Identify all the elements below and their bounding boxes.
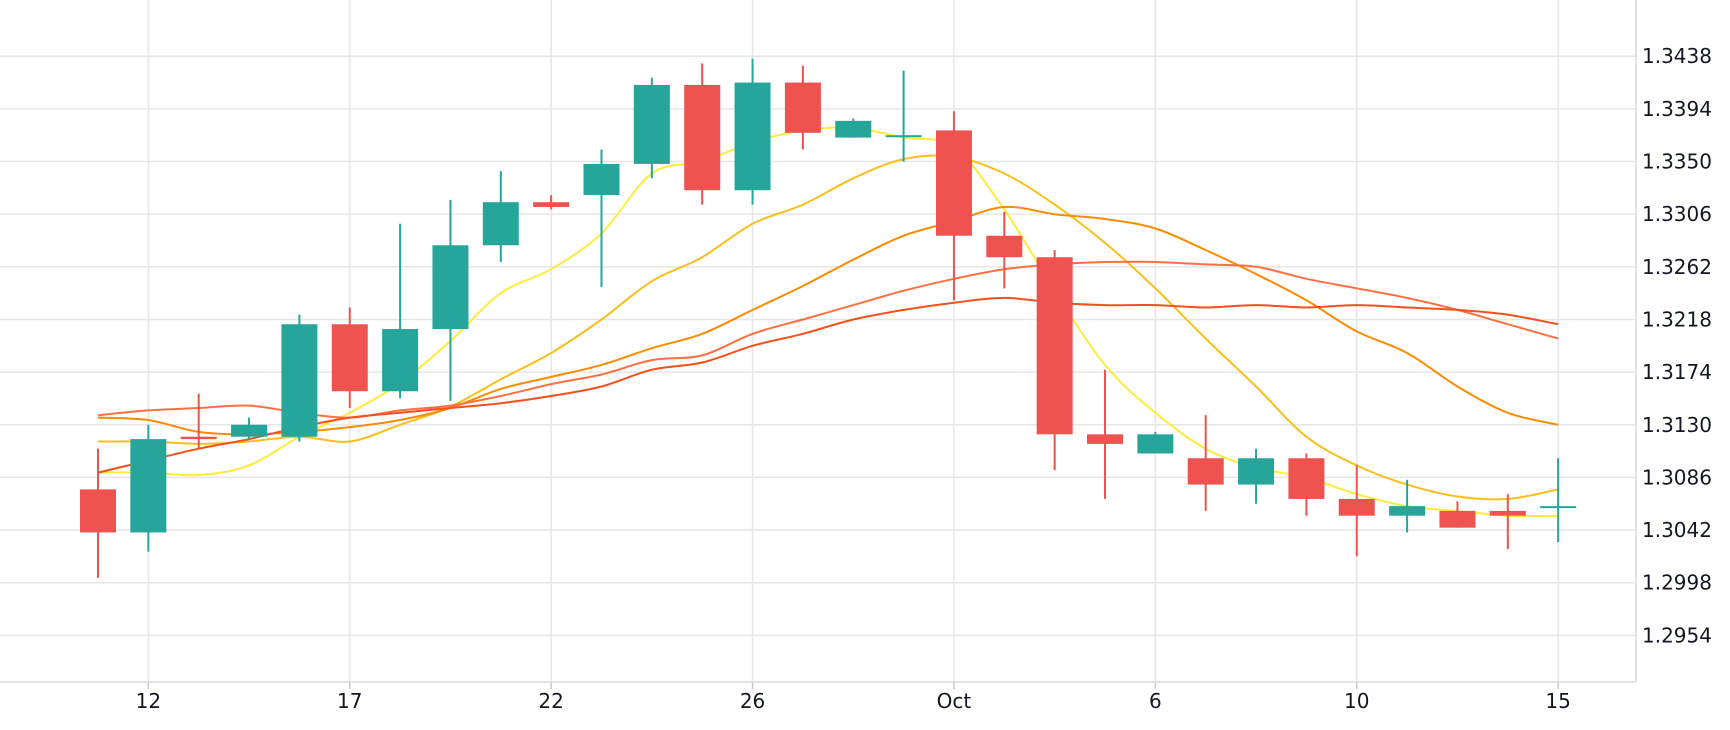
candle-body bbox=[382, 329, 419, 392]
candle bbox=[180, 393, 217, 449]
candle-body bbox=[1338, 498, 1375, 516]
x-tick-label: 12 bbox=[136, 689, 161, 713]
candle bbox=[1238, 448, 1275, 504]
candle bbox=[935, 111, 972, 301]
candle bbox=[1288, 453, 1325, 516]
candle-body bbox=[1187, 458, 1224, 485]
candle bbox=[382, 223, 419, 399]
candle-body bbox=[1489, 510, 1526, 516]
y-tick-label: 1.3130 bbox=[1642, 413, 1712, 437]
candle bbox=[784, 65, 821, 150]
x-tick-label: 26 bbox=[740, 689, 765, 713]
candle bbox=[432, 199, 469, 401]
candle-body bbox=[935, 130, 972, 236]
moving-average-line bbox=[97, 205, 1559, 436]
candle-body bbox=[633, 84, 670, 164]
candle-body bbox=[432, 245, 469, 330]
candle-body bbox=[1137, 434, 1174, 454]
x-tick-label: 10 bbox=[1344, 689, 1369, 713]
candle bbox=[231, 417, 268, 440]
candle-body bbox=[231, 424, 268, 437]
candle-body bbox=[80, 489, 116, 533]
candles bbox=[80, 58, 1577, 578]
candle-body bbox=[1087, 434, 1123, 444]
candle-body bbox=[986, 235, 1023, 258]
moving-average-line bbox=[97, 154, 1559, 501]
moving-average-line bbox=[97, 296, 1559, 474]
y-tick-label: 1.3394 bbox=[1642, 97, 1712, 121]
y-tick-label: 1.3350 bbox=[1642, 150, 1712, 174]
candle-body bbox=[583, 163, 620, 196]
candle bbox=[1540, 458, 1577, 543]
moving-average-lines bbox=[97, 126, 1559, 518]
candle bbox=[734, 58, 771, 205]
x-tick-label: Oct bbox=[937, 689, 972, 713]
x-tick-label: 6 bbox=[1149, 689, 1162, 713]
candle bbox=[633, 77, 670, 179]
axes: 1.3438 1.3394 1.3350 1.3306 1.3262 1.3218 1.31… bbox=[0, 0, 1712, 713]
candle bbox=[1389, 479, 1426, 533]
candle bbox=[80, 448, 116, 578]
candle bbox=[1489, 494, 1526, 550]
candle bbox=[583, 149, 620, 288]
candle-body bbox=[180, 436, 217, 440]
candle bbox=[986, 211, 1023, 289]
candle bbox=[533, 195, 570, 210]
y-tick-label: 1.3306 bbox=[1642, 202, 1712, 226]
candle-body bbox=[1540, 506, 1577, 509]
candle-body bbox=[885, 135, 922, 138]
candle-body bbox=[1288, 458, 1325, 499]
candle bbox=[1137, 431, 1174, 454]
x-tick-label: 22 bbox=[538, 689, 563, 713]
candle bbox=[130, 424, 167, 552]
candle-body bbox=[533, 202, 570, 207]
candle-body bbox=[784, 82, 821, 133]
y-tick-label: 1.3086 bbox=[1642, 465, 1712, 489]
y-tick-label: 1.3438 bbox=[1642, 44, 1712, 68]
candle-body bbox=[835, 120, 872, 138]
candle bbox=[835, 118, 872, 138]
y-tick-label: 1.3042 bbox=[1642, 518, 1712, 542]
y-tick-label: 1.2954 bbox=[1642, 623, 1712, 647]
candle bbox=[331, 307, 368, 409]
candle bbox=[281, 314, 318, 442]
x-tick-label: 17 bbox=[337, 689, 362, 713]
candle-body bbox=[684, 84, 721, 191]
candle bbox=[1338, 465, 1375, 557]
candle-body bbox=[331, 324, 368, 392]
x-tick-label: 15 bbox=[1545, 689, 1570, 713]
candle bbox=[684, 63, 721, 205]
candle-body bbox=[1238, 458, 1275, 485]
candle bbox=[1036, 250, 1073, 471]
candle bbox=[1439, 501, 1476, 528]
y-tick-label: 1.2998 bbox=[1642, 571, 1712, 595]
y-tick-label: 1.3262 bbox=[1642, 255, 1712, 279]
candle bbox=[1087, 369, 1123, 499]
candle-body bbox=[482, 202, 519, 246]
candle bbox=[482, 171, 519, 263]
candle bbox=[885, 70, 922, 162]
candle-body bbox=[734, 82, 771, 191]
candle-body bbox=[1036, 257, 1073, 435]
candle bbox=[1187, 415, 1224, 511]
candle-body bbox=[281, 324, 318, 437]
y-tick-label: 1.3218 bbox=[1642, 307, 1712, 331]
candle-body bbox=[1439, 510, 1476, 528]
candle-body bbox=[130, 439, 167, 533]
candle-body bbox=[1389, 506, 1426, 516]
y-tick-label: 1.3174 bbox=[1642, 360, 1712, 384]
